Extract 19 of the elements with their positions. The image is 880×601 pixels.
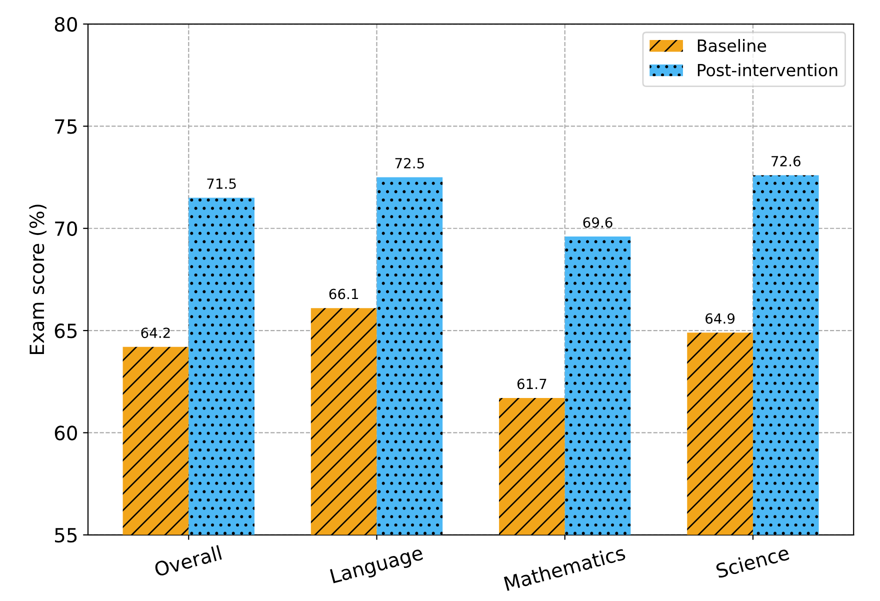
legend-label: Baseline: [698, 39, 766, 52]
y-tick-label: 65: [54, 324, 77, 338]
y-axis-title: Exam score (%): [29, 204, 46, 354]
y-tick-label: 75: [55, 119, 77, 134]
y-tick-label: 55: [55, 528, 77, 543]
legend-label: Post-intervention: [698, 64, 838, 76]
data-label: 61.7: [517, 378, 546, 390]
y-tick-label: 70: [55, 221, 77, 236]
data-label: 66.1: [329, 288, 358, 300]
y-tick-label: 60: [54, 426, 77, 440]
y-tick-label: 80: [54, 16, 77, 32]
data-label: 64.9: [706, 313, 735, 324]
data-label: 72.6: [772, 156, 800, 166]
x-tick-label: Overall: [154, 545, 222, 577]
data-label: 64.2: [141, 328, 170, 338]
data-label: 72.5: [395, 158, 424, 168]
data-label: 69.6: [583, 217, 612, 228]
x-tick-label: Science: [715, 544, 790, 578]
data-label: 71.5: [207, 178, 236, 189]
